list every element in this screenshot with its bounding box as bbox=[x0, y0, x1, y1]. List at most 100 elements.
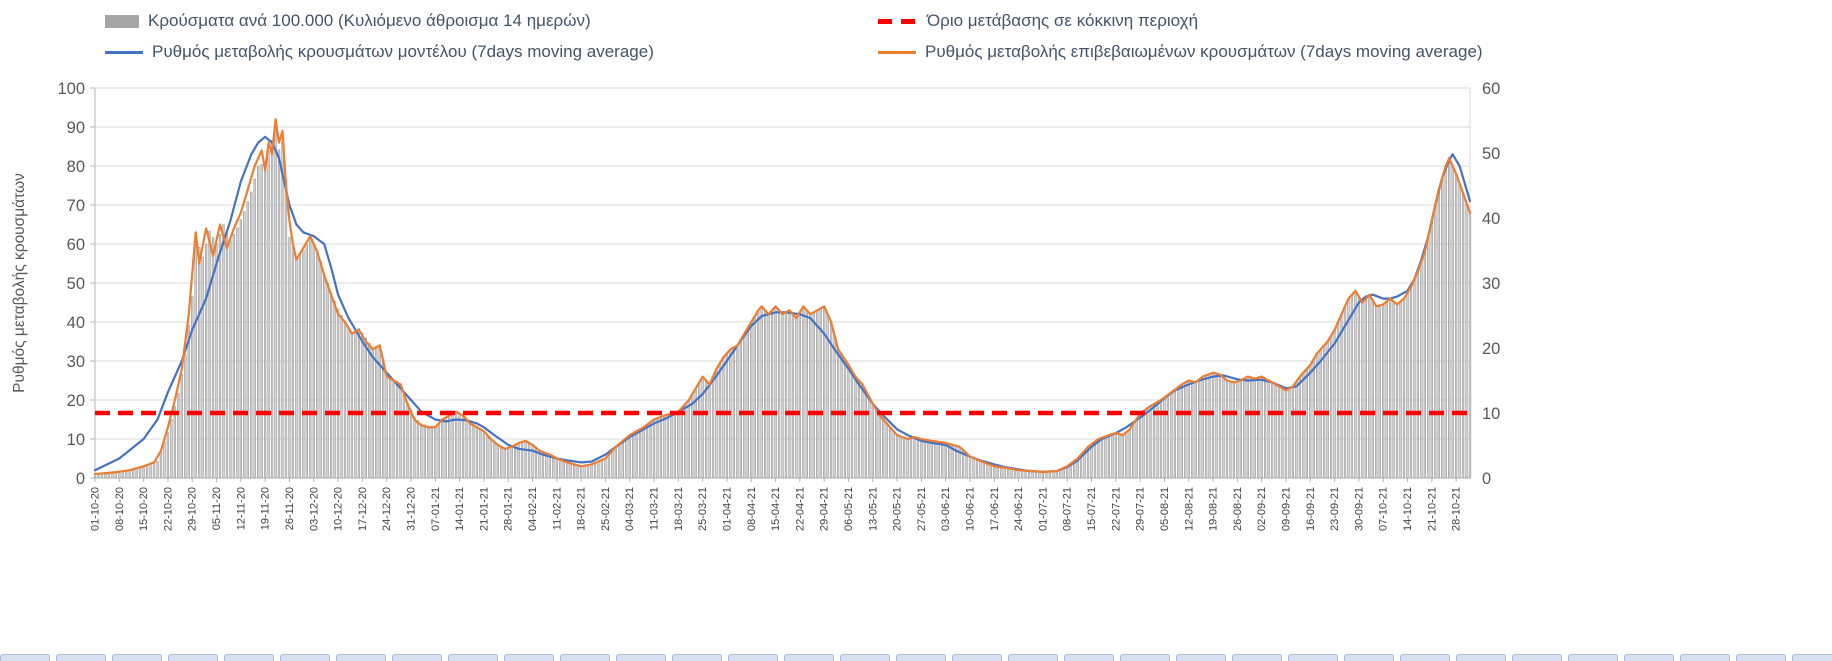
cutoff-cell bbox=[1568, 654, 1618, 661]
cutoff-cell bbox=[56, 654, 106, 661]
svg-text:40: 40 bbox=[1482, 210, 1500, 228]
svg-text:22-07-21: 22-07-21 bbox=[1110, 487, 1122, 531]
cutoff-cell bbox=[1456, 654, 1506, 661]
svg-text:26-11-20: 26-11-20 bbox=[284, 487, 296, 530]
svg-text:14-01-21: 14-01-21 bbox=[454, 487, 466, 531]
cutoff-cell bbox=[1176, 654, 1226, 661]
svg-text:70: 70 bbox=[67, 197, 85, 215]
y-axis-title: Ρυθμός μεταβολής κρουσμάτων bbox=[11, 173, 28, 393]
svg-text:01-04-21: 01-04-21 bbox=[721, 487, 733, 531]
cutoff-cell bbox=[1400, 654, 1450, 661]
right-axis: 0 10 20 30 40 50 60 bbox=[1482, 80, 1500, 488]
cutoff-cell bbox=[952, 654, 1002, 661]
svg-text:100: 100 bbox=[57, 80, 85, 98]
cutoff-cell bbox=[112, 654, 162, 661]
svg-text:07-01-21: 07-01-21 bbox=[430, 487, 442, 531]
svg-text:90: 90 bbox=[67, 119, 85, 137]
svg-text:08-04-21: 08-04-21 bbox=[746, 487, 758, 531]
svg-text:05-11-20: 05-11-20 bbox=[211, 487, 223, 530]
legend-label-model: Ρυθμός μεταβολής κρουσμάτων μοντέλου (7d… bbox=[152, 42, 654, 61]
cutoff-row bbox=[0, 654, 1832, 661]
cutoff-cell bbox=[1232, 654, 1282, 661]
svg-text:29-07-21: 29-07-21 bbox=[1135, 487, 1147, 531]
svg-text:05-08-21: 05-08-21 bbox=[1159, 487, 1171, 531]
svg-text:10: 10 bbox=[1482, 405, 1500, 423]
svg-text:01-10-20: 01-10-20 bbox=[90, 487, 102, 531]
svg-text:20-05-21: 20-05-21 bbox=[892, 487, 904, 531]
legend-label-threshold: Όριο μετάβασης σε κόκκινη περιοχή bbox=[927, 11, 1199, 30]
svg-text:18-02-21: 18-02-21 bbox=[576, 487, 588, 531]
svg-text:29-04-21: 29-04-21 bbox=[819, 487, 831, 531]
svg-text:15-04-21: 15-04-21 bbox=[770, 487, 782, 531]
svg-text:15-07-21: 15-07-21 bbox=[1086, 487, 1098, 531]
svg-text:30: 30 bbox=[67, 353, 85, 371]
bars-swatch-icon bbox=[105, 14, 139, 28]
svg-text:03-06-21: 03-06-21 bbox=[940, 487, 952, 531]
svg-text:24-06-21: 24-06-21 bbox=[1013, 487, 1025, 531]
svg-text:20: 20 bbox=[67, 392, 85, 410]
svg-text:13-05-21: 13-05-21 bbox=[867, 487, 879, 531]
cutoff-cell bbox=[1624, 654, 1674, 661]
legend-item-model: Ρυθμός μεταβολής κρουσμάτων μοντέλου (7d… bbox=[105, 39, 878, 65]
svg-text:03-12-20: 03-12-20 bbox=[308, 487, 320, 531]
svg-text:22-04-21: 22-04-21 bbox=[794, 487, 806, 531]
svg-text:08-07-21: 08-07-21 bbox=[1062, 487, 1074, 531]
cutoff-cell bbox=[1120, 654, 1170, 661]
cutoff-cell bbox=[224, 654, 274, 661]
cutoff-cell bbox=[728, 654, 778, 661]
svg-text:16-09-21: 16-09-21 bbox=[1305, 487, 1317, 531]
svg-text:10: 10 bbox=[67, 431, 85, 449]
orange-line-swatch-icon bbox=[878, 50, 916, 54]
svg-text:29-10-20: 29-10-20 bbox=[187, 487, 199, 531]
cutoff-cell bbox=[168, 654, 218, 661]
svg-text:04-03-21: 04-03-21 bbox=[624, 487, 636, 531]
legend-item-cases-bars: Κρούσματα ανά 100.000 (Κυλιόμενο άθροισμ… bbox=[105, 8, 878, 34]
svg-text:26-08-21: 26-08-21 bbox=[1232, 487, 1244, 531]
svg-text:14-10-21: 14-10-21 bbox=[1402, 487, 1414, 531]
cutoff-cell bbox=[392, 654, 442, 661]
cutoff-cell bbox=[1736, 654, 1786, 661]
cutoff-cell bbox=[560, 654, 610, 661]
svg-text:11-02-21: 11-02-21 bbox=[551, 487, 563, 530]
svg-text:06-05-21: 06-05-21 bbox=[843, 487, 855, 531]
svg-text:27-05-21: 27-05-21 bbox=[916, 487, 928, 531]
cutoff-cell bbox=[1792, 654, 1832, 661]
confirmed-line bbox=[93, 118, 1472, 476]
svg-text:80: 80 bbox=[67, 158, 85, 176]
cutoff-cell bbox=[840, 654, 890, 661]
legend-label-cases-bars: Κρούσματα ανά 100.000 (Κυλιόμενο άθροισμ… bbox=[148, 11, 591, 30]
chart-area: 0 10 20 30 40 50 60 70 80 90 100 0 10 20 30 40 50 60 01-10… bbox=[11, 8, 1500, 531]
svg-text:09-09-21: 09-09-21 bbox=[1281, 487, 1293, 531]
cutoff-cell bbox=[1008, 654, 1058, 661]
svg-text:02-09-21: 02-09-21 bbox=[1256, 487, 1268, 531]
svg-text:18-03-21: 18-03-21 bbox=[673, 487, 685, 531]
cutoff-cell bbox=[672, 654, 722, 661]
svg-text:21-01-21: 21-01-21 bbox=[478, 487, 490, 531]
svg-text:17-06-21: 17-06-21 bbox=[989, 487, 1001, 531]
cutoff-cell bbox=[616, 654, 666, 661]
svg-text:04-02-21: 04-02-21 bbox=[527, 487, 539, 531]
chart-canvas: 0 10 20 30 40 50 60 70 80 90 100 0 10 20 30 40 50 60 01-10… bbox=[11, 80, 1500, 531]
cutoff-cell bbox=[1512, 654, 1562, 661]
svg-text:50: 50 bbox=[1482, 145, 1500, 163]
cutoff-cell bbox=[336, 654, 386, 661]
legend-item-confirmed: Ρυθμός μεταβολής επιβεβαιωμένων κρουσμάτ… bbox=[878, 39, 1483, 65]
legend-label-confirmed: Ρυθμός μεταβολής επιβεβαιωμένων κρουσμάτ… bbox=[925, 42, 1483, 61]
cutoff-cell bbox=[0, 654, 50, 661]
svg-text:10-06-21: 10-06-21 bbox=[965, 487, 977, 531]
svg-text:08-10-20: 08-10-20 bbox=[114, 487, 126, 531]
svg-text:31-12-20: 31-12-20 bbox=[406, 487, 418, 531]
svg-text:15-10-20: 15-10-20 bbox=[138, 487, 150, 531]
svg-text:30: 30 bbox=[1482, 275, 1500, 293]
cutoff-cell bbox=[280, 654, 330, 661]
x-axis: 01-10-20 08-10-20 15-10-20 22-10-20 29-10-20… bbox=[90, 478, 1463, 531]
cutoff-cell bbox=[784, 654, 834, 661]
svg-text:28-10-21: 28-10-21 bbox=[1451, 487, 1463, 531]
svg-text:40: 40 bbox=[67, 314, 85, 332]
svg-text:21-10-21: 21-10-21 bbox=[1426, 487, 1438, 531]
cutoff-cell bbox=[1680, 654, 1730, 661]
cutoff-cell bbox=[896, 654, 946, 661]
chart-legend: Κρούσματα ανά 100.000 (Κυλιόμενο άθροισμ… bbox=[105, 8, 1483, 65]
svg-text:23-09-21: 23-09-21 bbox=[1329, 487, 1341, 531]
svg-text:0: 0 bbox=[76, 470, 85, 488]
